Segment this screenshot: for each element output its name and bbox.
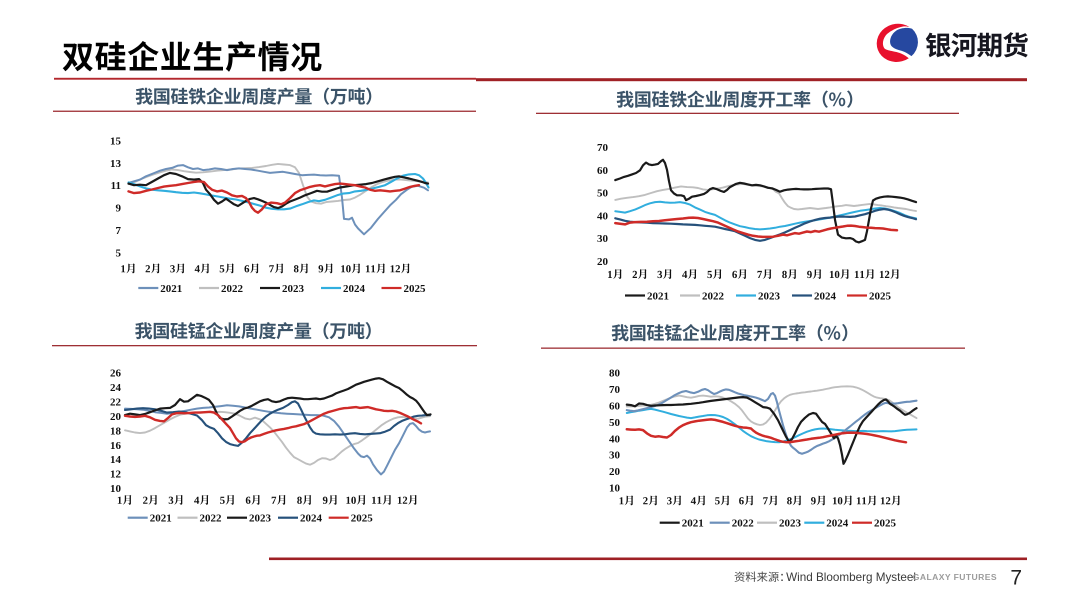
svg-text:2023: 2023	[249, 513, 272, 525]
svg-text:20: 20	[110, 411, 122, 423]
svg-text:2021: 2021	[160, 283, 182, 295]
svg-text:2023: 2023	[758, 290, 781, 302]
svg-text:15: 15	[110, 135, 122, 147]
svg-text:60: 60	[597, 165, 609, 177]
svg-text:70: 70	[597, 142, 609, 154]
svg-text:20: 20	[609, 466, 621, 478]
svg-text:2024: 2024	[814, 290, 837, 302]
svg-text:18: 18	[110, 425, 122, 437]
svg-text:2024: 2024	[826, 518, 849, 530]
svg-text:30: 30	[597, 233, 609, 245]
svg-text:14: 14	[110, 454, 122, 466]
svg-text:2022: 2022	[221, 283, 244, 295]
svg-text:GALAXY FUTURES: GALAXY FUTURES	[913, 572, 997, 582]
svg-text:Wind Bloomberg Mysteel: Wind Bloomberg Mysteel	[786, 571, 916, 584]
svg-text:2025: 2025	[874, 518, 897, 530]
svg-text:40: 40	[597, 210, 609, 222]
svg-text:50: 50	[609, 417, 621, 429]
svg-text:2021: 2021	[682, 518, 704, 530]
svg-text:2025: 2025	[869, 290, 892, 302]
svg-text:2024: 2024	[343, 283, 366, 295]
svg-text:10: 10	[609, 483, 621, 495]
svg-text:2025: 2025	[351, 513, 374, 525]
svg-text:2022: 2022	[200, 513, 223, 525]
svg-text:26: 26	[110, 367, 122, 379]
svg-text:50: 50	[597, 188, 609, 200]
svg-text:10: 10	[110, 483, 122, 495]
svg-text:7: 7	[116, 225, 122, 237]
svg-text:70: 70	[609, 384, 621, 396]
svg-text:2022: 2022	[732, 518, 755, 530]
svg-text:7: 7	[1010, 567, 1022, 590]
svg-text:20: 20	[597, 256, 609, 268]
svg-text:80: 80	[609, 368, 621, 380]
svg-text:11: 11	[111, 180, 121, 192]
svg-text:30: 30	[609, 450, 621, 462]
svg-text:2025: 2025	[404, 283, 427, 295]
svg-text:2021: 2021	[150, 513, 172, 525]
svg-text:2022: 2022	[702, 290, 725, 302]
svg-text:60: 60	[609, 401, 621, 413]
svg-text:5: 5	[116, 248, 122, 260]
svg-text:9: 9	[116, 203, 122, 215]
svg-text:24: 24	[110, 382, 122, 394]
svg-text:40: 40	[609, 433, 621, 445]
svg-text:16: 16	[110, 440, 122, 452]
svg-text:13: 13	[110, 158, 122, 170]
svg-text:2023: 2023	[779, 518, 802, 530]
svg-text:2023: 2023	[282, 283, 305, 295]
svg-text:2021: 2021	[647, 290, 669, 302]
svg-text:22: 22	[110, 396, 122, 408]
svg-text:2024: 2024	[300, 513, 323, 525]
svg-text:12: 12	[110, 469, 122, 481]
